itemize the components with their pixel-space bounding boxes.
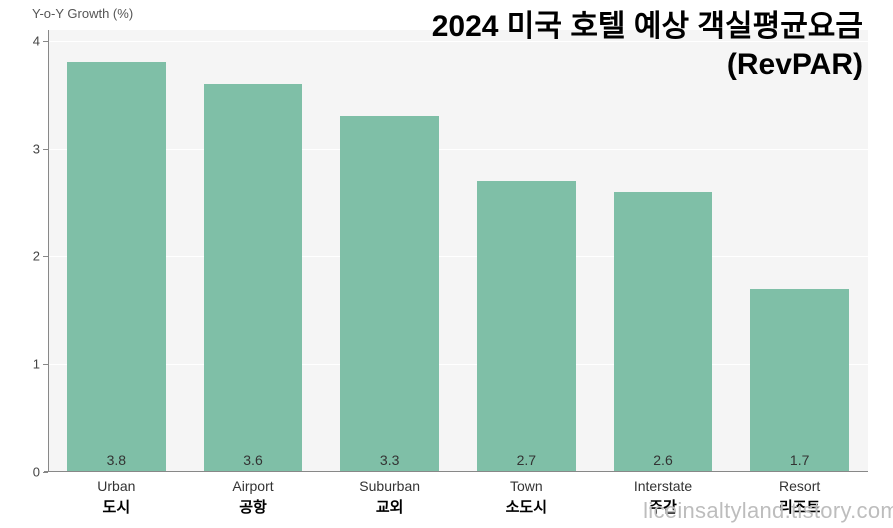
y-axis-line [48,30,49,472]
x-axis-category-label: Airport 공항 [232,478,273,517]
bar-value-label: 2.7 [517,452,536,468]
x-axis-category-label: Suburban 교외 [359,478,420,517]
bar-value-label: 2.6 [653,452,672,468]
bar [477,181,575,472]
category-label-en: Town [506,478,547,494]
category-label-en: Urban [97,478,135,494]
bar [750,289,848,472]
bar-value-label: 3.8 [107,452,126,468]
category-label-ko: 도시 [97,496,135,517]
bars-group: 3.8 3.6 3.3 2.7 2.6 1.7 [48,30,868,472]
category-label-en: Airport [232,478,273,494]
x-axis-category-label: Town 소도시 [506,478,547,517]
y-axis-label: Y-o-Y Growth (%) [32,6,133,21]
category-label-ko: 공항 [232,496,273,517]
bar [204,84,302,472]
bar [614,192,712,472]
revpar-bar-chart: Y-o-Y Growth (%) 2024 미국 호텔 예상 객실평균요금 (R… [0,0,893,528]
bar-value-label: 3.6 [243,452,262,468]
bar-value-label: 1.7 [790,452,809,468]
bar [340,116,438,472]
chart-title-line1: 2024 미국 호텔 예상 객실평균요금 [432,10,863,43]
category-label-en: Interstate [634,478,692,494]
category-label-ko: 소도시 [506,496,547,517]
category-label-en: Suburban [359,478,420,494]
x-axis-category-label: Urban 도시 [97,478,135,517]
plot-area: 01234 3.83.63.32.72.61.7 [48,30,868,472]
bar-value-label: 3.3 [380,452,399,468]
chart-title: 2024 미국 호텔 예상 객실평균요금 (RevPAR) [432,8,863,83]
x-axis-line [44,471,868,472]
category-label-en: Resort [779,478,820,494]
bar [67,62,165,472]
category-label-ko: 교외 [359,496,420,517]
chart-title-line2: (RevPAR) [727,48,863,81]
watermark-text: liceinsaltyland.tistory.com [643,498,893,524]
y-tick-mark [43,472,48,473]
